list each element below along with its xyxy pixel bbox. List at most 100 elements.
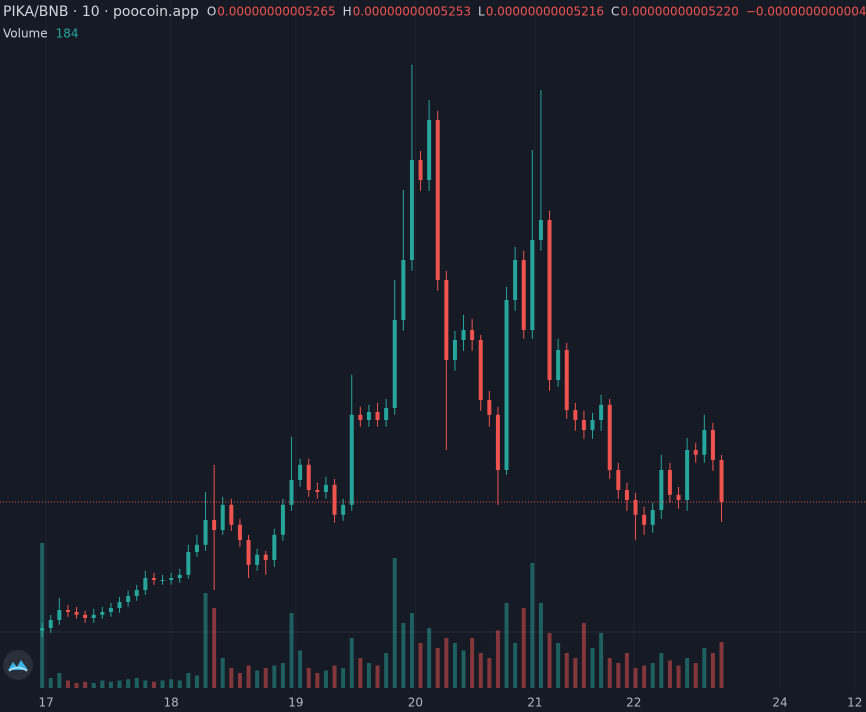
candle-body (263, 554, 268, 560)
volume-bar (237, 673, 242, 688)
volume-bar (375, 665, 380, 688)
candle-body (100, 612, 105, 615)
candle-body (40, 628, 45, 631)
volume-bars (40, 543, 724, 688)
candle-body (521, 260, 526, 330)
x-tick-label: 18 (163, 696, 178, 710)
volume-bar (667, 660, 672, 688)
candle-body (143, 578, 148, 590)
volume-bar (280, 663, 285, 688)
candle-body (237, 524, 242, 540)
candle-body (607, 404, 612, 470)
legend-text: H (343, 5, 352, 19)
candle-body (341, 504, 346, 515)
volume-bar (538, 603, 543, 688)
volume-bar (186, 673, 191, 688)
candle-body (693, 450, 698, 455)
legend-text: 0.00000000005253 (353, 5, 471, 19)
volume-bar (470, 638, 475, 688)
volume-bar (83, 681, 88, 688)
logo (3, 650, 33, 680)
volume-bar (160, 680, 165, 688)
volume-bar (633, 668, 638, 688)
volume-bar (246, 665, 251, 688)
candle-body (633, 500, 638, 515)
candle-body (186, 552, 191, 575)
legend-text: 0.00000000005216 (486, 5, 604, 19)
volume-bar (323, 670, 328, 688)
volume-bar (255, 670, 260, 688)
legend-text: 184 (56, 27, 79, 41)
volume-bar (341, 668, 346, 688)
volume-bar (315, 673, 320, 688)
x-tick-label: 19 (288, 696, 303, 710)
legend-text: −0.00000000000045 (−0.85%) (746, 5, 866, 19)
candle-body (134, 590, 139, 596)
volume-bar (452, 643, 457, 688)
volume-bar (401, 623, 406, 688)
volume-bar (719, 642, 724, 688)
candle-body (229, 504, 234, 525)
candle-body (246, 540, 251, 565)
volume-bar (642, 665, 647, 688)
volume-bar (573, 658, 578, 688)
volume-bar (590, 648, 595, 688)
candle-body (91, 614, 96, 618)
candle-body (358, 414, 363, 420)
x-tick-label: 21 (527, 696, 542, 710)
candle-body (57, 610, 62, 620)
candle-body (289, 480, 294, 505)
candle-body (710, 430, 715, 460)
volume-bar (40, 543, 45, 688)
candle-body (384, 408, 389, 420)
candle-body (323, 484, 328, 492)
volume-bar (616, 663, 621, 688)
legend-text: PIKA/BNB · 10 · poocoin.app (3, 4, 199, 20)
candle-body (401, 260, 406, 320)
volume-bar (495, 630, 500, 688)
volume-bar (91, 683, 96, 688)
volume-bar (229, 668, 234, 688)
candle-body (530, 240, 535, 330)
volume-bar (306, 668, 311, 688)
x-tick-label: 22 (626, 696, 641, 710)
candle-body (220, 504, 225, 530)
candle-body (272, 534, 277, 560)
volume-bar (272, 665, 277, 688)
candle-body (556, 350, 561, 380)
candle-body (659, 470, 664, 510)
volume-bar (530, 563, 535, 688)
volume-bar (177, 680, 182, 688)
candle-body (177, 574, 182, 578)
legend-text: 0.00000000005220 (620, 5, 738, 19)
volume-bar (169, 679, 174, 688)
candle-body (151, 578, 156, 580)
candle-body (212, 520, 217, 530)
candles (40, 64, 724, 637)
volume-bar (650, 663, 655, 688)
volume-bar (220, 658, 225, 688)
candle-body (117, 602, 122, 608)
candle-body (599, 404, 604, 420)
x-axis: 17 18 19 20 21 22 24 12 (39, 696, 863, 710)
volume-bar (151, 681, 156, 688)
candle-body (169, 578, 174, 580)
volume-bar (521, 608, 526, 688)
candle-body (48, 620, 53, 628)
volume-bar (48, 678, 53, 688)
candle-body (487, 400, 492, 415)
candle-body (435, 120, 440, 280)
candle-body (280, 504, 285, 535)
volume-bar (366, 663, 371, 688)
volume-bar (392, 558, 397, 688)
volume-bar (581, 623, 586, 688)
volume-bar (513, 643, 518, 688)
candle-body (685, 450, 690, 500)
candle-body (392, 320, 397, 408)
candle-body (203, 520, 208, 545)
candle-body (504, 300, 509, 470)
candle-body (590, 420, 595, 430)
candle-body (409, 160, 414, 260)
